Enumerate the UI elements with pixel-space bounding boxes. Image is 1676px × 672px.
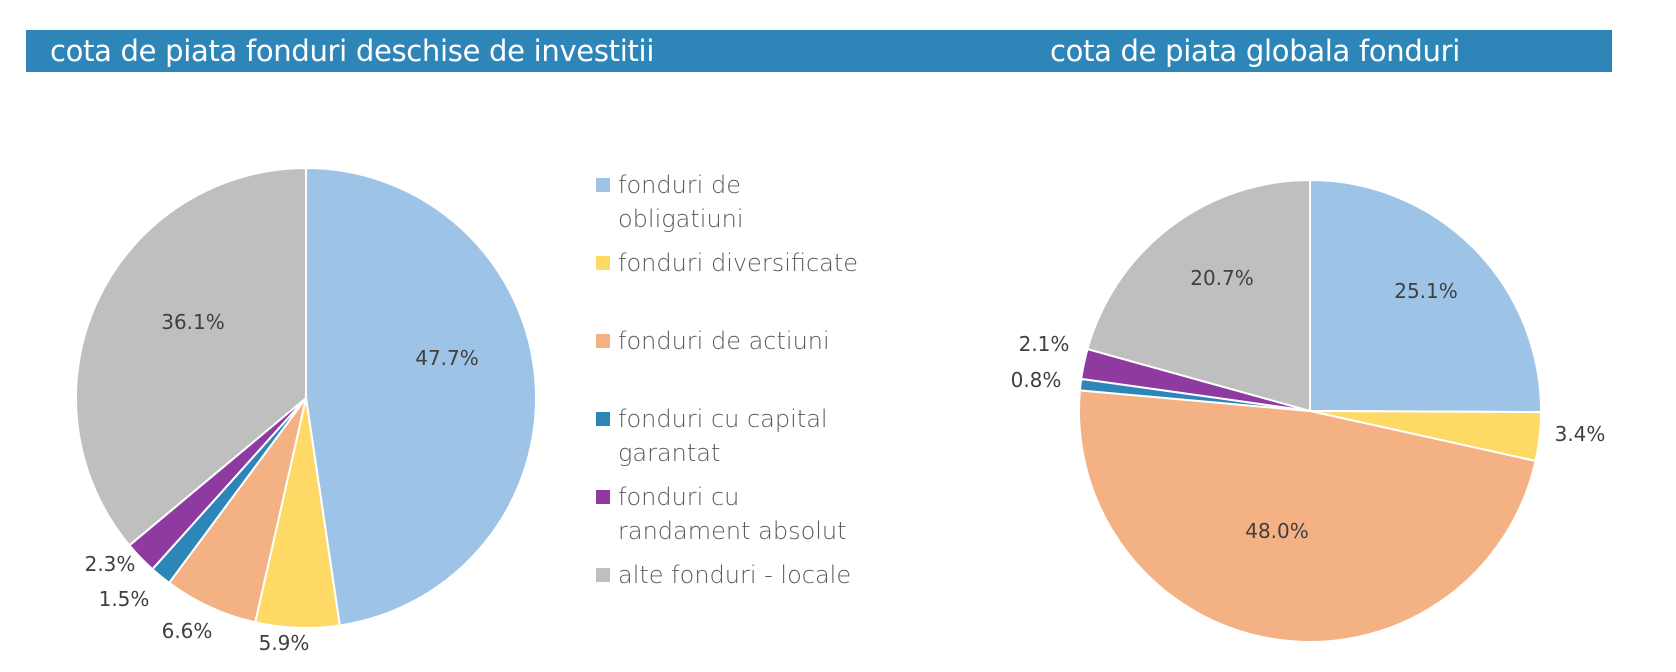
legend-item: fonduri de actiuni xyxy=(596,324,868,358)
legend-label: alte fonduri - locale xyxy=(618,561,852,589)
left-chart-header: cota de piata fonduri deschise de invest… xyxy=(26,30,1014,72)
right-chart-header: cota de piata globala fonduri xyxy=(1014,30,1612,72)
slice-data-label: 2.3% xyxy=(85,552,136,576)
slice-data-label: 5.9% xyxy=(259,631,310,655)
legend-item: fonduri cu randament absolut xyxy=(596,480,868,548)
legend-swatch xyxy=(596,490,610,504)
slice-data-label: 36.1% xyxy=(161,310,225,334)
legend-item: fonduri de obligatiuni xyxy=(596,168,868,236)
pie-slice xyxy=(1309,178,1543,414)
legend-label: fonduri cu capital garantat xyxy=(618,405,828,467)
left-chart-title: cota de piata fonduri deschise de invest… xyxy=(50,34,655,68)
right-chart-title: cota de piata globala fonduri xyxy=(1050,34,1460,68)
legend-item: fonduri diversificate xyxy=(596,246,868,280)
legend-item: fonduri cu capital garantat xyxy=(596,402,868,470)
pie-chart-1: 47.7% 5.9% 6.6% 1.5% 2.3% 36.1% xyxy=(75,166,537,655)
pie-slice xyxy=(1078,389,1537,644)
legend-swatch xyxy=(596,256,610,270)
slice-data-label: 47.7% xyxy=(415,346,479,370)
pie-slice xyxy=(1086,178,1311,413)
legend-label: fonduri de obligatiuni xyxy=(618,171,744,233)
slice-data-label: 0.8% xyxy=(1011,368,1062,392)
legend-swatch xyxy=(596,178,610,192)
slice-data-label: 2.1% xyxy=(1019,332,1070,356)
legend-swatch xyxy=(596,412,610,426)
slice-data-label: 3.4% xyxy=(1555,422,1606,446)
legend-item: alte fonduri - locale xyxy=(596,558,868,592)
slice-data-label: 6.6% xyxy=(162,619,213,643)
legend-label: fonduri de actiuni xyxy=(618,327,830,355)
slice-data-label: 1.5% xyxy=(99,587,150,611)
legend-swatch xyxy=(596,568,610,582)
legend-swatch xyxy=(596,334,610,348)
legend-label: fonduri diversificate xyxy=(618,249,859,277)
slice-data-label: 25.1% xyxy=(1394,279,1458,303)
pie-chart-2: 25.1% 3.4% 48.0% 0.8% 2.1% 20.7% xyxy=(1011,178,1606,644)
slice-data-label: 48.0% xyxy=(1245,519,1309,543)
pie-slice xyxy=(75,166,307,547)
legend-label: fonduri cu randament absolut xyxy=(618,483,847,545)
slice-data-label: 20.7% xyxy=(1190,266,1254,290)
pie-slice xyxy=(305,166,537,627)
